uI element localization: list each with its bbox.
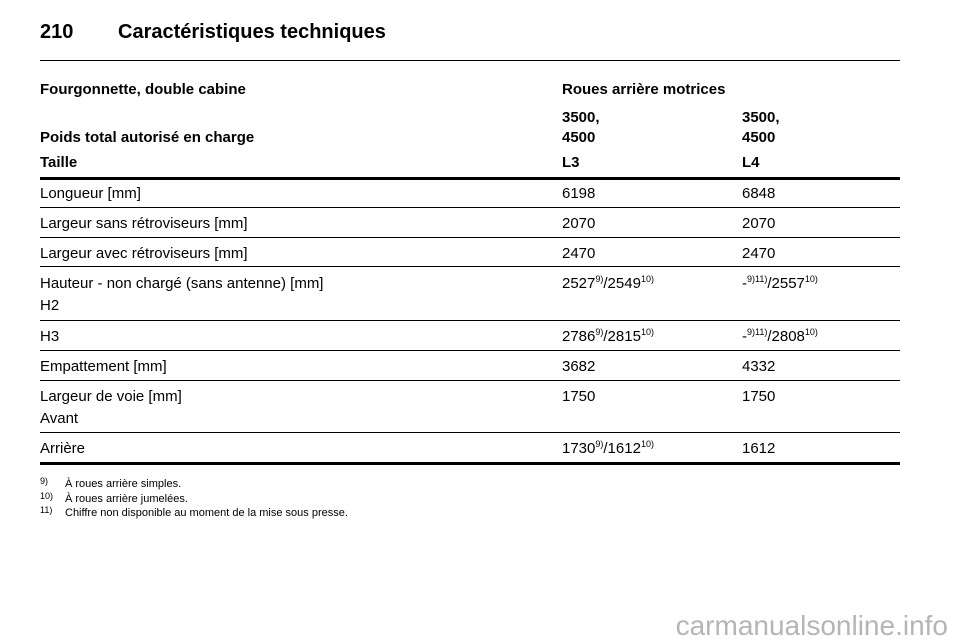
cell-text: 1612: [742, 440, 776, 457]
cell-text: -: [742, 328, 747, 345]
footnote-ref: 9)11): [747, 327, 768, 337]
row-label: Largeur sans rétroviseurs [mm]: [40, 215, 248, 232]
footnote-ref: 10): [804, 327, 818, 337]
footnote-mark: 10): [40, 490, 54, 501]
cell-text: -: [742, 275, 747, 292]
cell-text: 4332: [742, 358, 776, 375]
weight-label: Poids total autorisé en charge: [40, 129, 255, 146]
footnote-ref: 10): [640, 274, 654, 284]
footnote-ref: 9): [595, 327, 604, 337]
row-label: Arrière: [40, 440, 86, 457]
cell-text: /2557: [767, 275, 805, 292]
cell: 2070: [562, 215, 595, 233]
row-label: Largeur de voie [mm]: [40, 388, 182, 405]
cell-text: 6198: [562, 185, 596, 202]
cell: 2070: [742, 215, 775, 233]
cell-text: 3682: [562, 358, 596, 375]
cell: 4332: [742, 358, 775, 376]
rule: [40, 380, 900, 381]
cell-text: 2470: [742, 245, 776, 262]
cell: 2470: [562, 245, 595, 263]
cell-text: 1750: [562, 388, 596, 405]
footnote-ref: 9)11): [747, 274, 768, 284]
cell-text: /1612: [603, 440, 641, 457]
footnote-mark: 9): [40, 476, 49, 486]
page-title: Caractéristiques techniques: [118, 21, 386, 43]
cell-text: 2470: [562, 245, 596, 262]
cell-text: /2808: [767, 328, 805, 345]
cell-text: 6848: [742, 185, 776, 202]
weight: 4500: [742, 129, 776, 146]
row-label: Largeur avec rétroviseurs [mm]: [40, 245, 248, 262]
cell-text: 1730: [562, 440, 596, 457]
rule: [40, 60, 900, 61]
weight: 4500: [562, 129, 596, 146]
cell: 1750: [562, 388, 595, 406]
row-label: Longueur [mm]: [40, 185, 141, 202]
rule: [40, 320, 900, 321]
footnote-mark: 11): [40, 505, 53, 515]
cell-text: 2527: [562, 275, 596, 292]
cell: 17309)/161210): [562, 440, 654, 458]
cell-text: 2070: [562, 215, 596, 232]
page-number: 210: [40, 21, 74, 43]
size: L3: [562, 154, 580, 171]
row-label: H3: [40, 328, 60, 345]
size-label: Taille: [40, 154, 78, 171]
row-sublabel: Avant: [40, 410, 79, 427]
watermark: carmanualsonline.info: [675, 610, 948, 641]
footnote-text: À roues arrière jumelées.: [65, 492, 188, 505]
row-label: Empattement [mm]: [40, 358, 167, 375]
rule: [40, 462, 900, 465]
row-label: Hauteur - non chargé (sans antenne) [mm]: [40, 275, 324, 292]
cell-text: /2815: [603, 328, 641, 345]
cell: -9)11)/280810): [742, 328, 818, 346]
footnote-ref: 10): [640, 327, 654, 337]
weight: 3500,: [742, 109, 780, 126]
footnote-ref: 9): [595, 274, 604, 284]
rule: [40, 207, 900, 208]
rule: [40, 177, 900, 180]
rule: [40, 432, 900, 433]
footnote-ref: 10): [804, 274, 818, 284]
cell: 1612: [742, 440, 775, 458]
cell-text: 2070: [742, 215, 776, 232]
cell: 1750: [742, 388, 775, 406]
cell: 3682: [562, 358, 595, 376]
rule: [40, 350, 900, 351]
cell: 2470: [742, 245, 775, 263]
size: L4: [742, 154, 760, 171]
vehicle: Fourgonnette, double cabine: [40, 81, 246, 98]
footnote-text: À roues arrière simples.: [65, 478, 182, 490]
rule: [40, 266, 900, 267]
footnote-ref: 9): [595, 439, 604, 449]
rule: [40, 237, 900, 238]
drive: Roues arrière motrices: [562, 81, 726, 98]
cell: -9)11)/255710): [742, 275, 818, 293]
cell-text: 2786: [562, 328, 596, 345]
cell: 6848: [742, 185, 775, 203]
footnote-text: Chiffre non disponible au moment de la m…: [65, 507, 348, 519]
footnote-ref: 10): [640, 439, 654, 449]
cell-text: 1750: [742, 388, 776, 405]
cell: 6198: [562, 185, 595, 203]
cell: 25279)/254910): [562, 275, 654, 293]
cell: 27869)/281510): [562, 328, 654, 346]
row-sublabel: H2: [40, 297, 60, 314]
cell-text: /2549: [603, 275, 641, 292]
weight: 3500,: [562, 109, 600, 126]
